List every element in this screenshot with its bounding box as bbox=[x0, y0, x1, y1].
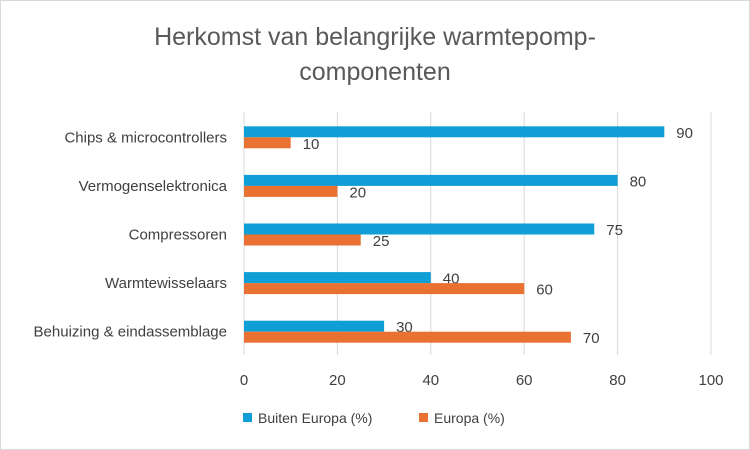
legend-label: Buiten Europa (%) bbox=[258, 410, 372, 426]
bar-buiten-europa bbox=[244, 126, 665, 138]
x-tick-label: 100 bbox=[698, 372, 723, 389]
x-tick-label: 40 bbox=[422, 372, 439, 389]
bar-europa bbox=[244, 283, 525, 295]
bar-europa bbox=[244, 137, 291, 149]
bar-buiten-europa bbox=[244, 320, 385, 332]
category-label: Warmtewisselaars bbox=[105, 275, 227, 292]
data-label: 90 bbox=[676, 125, 693, 142]
data-label: 80 bbox=[630, 173, 647, 190]
category-label: Vermogenselektronica bbox=[79, 178, 228, 195]
data-label: 20 bbox=[349, 184, 366, 201]
x-tick-label: 20 bbox=[329, 372, 346, 389]
category-label: Compressoren bbox=[129, 227, 227, 244]
category-label: Behuizing & eindassemblage bbox=[34, 324, 227, 341]
x-tick-label: 0 bbox=[240, 372, 248, 389]
legend-swatch bbox=[419, 413, 428, 422]
x-tick-label: 80 bbox=[609, 372, 626, 389]
data-label: 25 bbox=[373, 233, 390, 250]
x-tick-label: 60 bbox=[516, 372, 533, 389]
bar-europa bbox=[244, 185, 338, 197]
legend-label: Europa (%) bbox=[434, 410, 505, 426]
chart-title-line-2: componenten bbox=[299, 58, 451, 86]
data-label: 60 bbox=[536, 282, 553, 299]
chart-title-line-1: Herkomst van belangrijke warmtepomp- bbox=[154, 23, 596, 51]
bar-europa bbox=[244, 331, 571, 343]
data-label: 70 bbox=[583, 330, 600, 347]
bar-buiten-europa bbox=[244, 174, 618, 186]
legend-swatch bbox=[243, 413, 252, 422]
bar-buiten-europa bbox=[244, 272, 431, 284]
data-label: 75 bbox=[606, 222, 623, 239]
bar-europa bbox=[244, 234, 361, 246]
data-label: 10 bbox=[303, 136, 320, 153]
category-label: Chips & microcontrollers bbox=[64, 129, 227, 146]
bar-buiten-europa bbox=[244, 223, 595, 235]
